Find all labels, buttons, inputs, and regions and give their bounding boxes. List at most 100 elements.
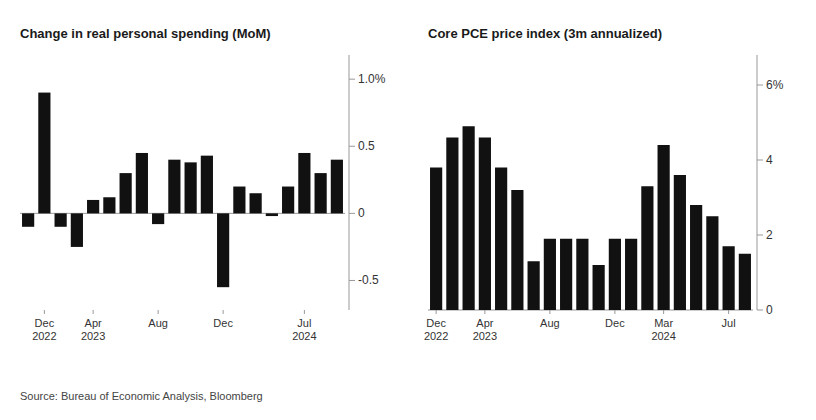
y-tick-label: 4 (766, 153, 773, 167)
bar (168, 160, 180, 214)
bar (120, 173, 132, 213)
bar (560, 239, 572, 310)
baseline (20, 213, 345, 214)
bar (331, 160, 343, 214)
bar (315, 173, 327, 213)
bar (87, 200, 99, 213)
y-tick (757, 85, 763, 86)
y-tick (757, 235, 763, 236)
baseline (428, 310, 753, 311)
bar (576, 239, 588, 310)
y-tick-label: 0 (766, 303, 773, 317)
x-tick-label-line: Dec (605, 317, 625, 329)
x-tick-label: Aug (540, 317, 560, 329)
bar (217, 213, 229, 287)
y-axis-line (349, 55, 350, 310)
x-tick (663, 310, 664, 314)
bar (103, 197, 115, 213)
bar (446, 138, 458, 311)
x-tick-label: Jul2024 (292, 317, 316, 342)
x-tick-label-line: Jul (297, 317, 311, 329)
bar (71, 213, 83, 247)
x-tick (158, 310, 159, 314)
bar (136, 153, 148, 213)
x-tick (549, 310, 550, 314)
y-tick (757, 310, 763, 311)
x-tick-label-line: 2023 (81, 330, 105, 342)
x-tick-label: Apr2023 (81, 317, 105, 342)
y-axis-line (757, 55, 758, 310)
bar (544, 239, 556, 310)
x-tick (614, 310, 615, 314)
x-tick-label: Dec2022 (32, 317, 56, 342)
y-tick-label: 0.5 (358, 139, 375, 153)
y-tick-label: 0 (358, 206, 365, 220)
bar (674, 175, 686, 310)
bar (298, 153, 310, 213)
bar (706, 216, 718, 310)
bars (430, 126, 751, 310)
bar (739, 254, 751, 310)
x-tick-label: Dec (213, 317, 233, 329)
x-tick-label-line: 2023 (473, 330, 497, 342)
chart-title: Core PCE price index (3m annualized) (428, 26, 662, 41)
x-tick (223, 310, 224, 314)
y-tick (757, 160, 763, 161)
source-note: Source: Bureau of Economic Analysis, Blo… (20, 390, 263, 402)
bar (641, 186, 653, 310)
chart-title: Change in real personal spending (MoM) (20, 26, 271, 41)
bar (185, 162, 197, 213)
x-tick-label-line: 2022 (32, 330, 56, 342)
chart-canvas: Change in real personal spending (MoM) -0… (0, 0, 816, 420)
bar (201, 156, 213, 214)
bar (430, 168, 442, 311)
x-tick-label: Dec2022 (424, 317, 448, 342)
x-tick (44, 310, 45, 314)
y-tick (349, 146, 355, 147)
y-tick-label: 2 (766, 228, 773, 242)
bar (528, 261, 540, 310)
y-tick (349, 79, 355, 80)
x-tick-label-line: 2022 (424, 330, 448, 342)
x-tick (304, 310, 305, 314)
x-tick-label-line: Aug (540, 317, 560, 329)
x-tick-label-line: Dec (35, 317, 55, 329)
bar (22, 213, 34, 226)
x-tick-label-line: Aug (148, 317, 168, 329)
y-tick (349, 280, 355, 281)
bar (511, 190, 523, 310)
bars (22, 93, 343, 288)
y-tick-label: 6% (766, 78, 784, 92)
bar (625, 239, 637, 310)
bar (233, 187, 245, 214)
x-tick-label: Dec (605, 317, 625, 329)
y-tick-label: 1.0% (358, 72, 386, 86)
bar (38, 93, 50, 214)
x-tick (484, 310, 485, 314)
bar (479, 138, 491, 311)
bar (152, 213, 164, 224)
x-tick-label: Jul (722, 317, 736, 329)
x-tick-label-line: Jul (722, 317, 736, 329)
bar (593, 265, 605, 310)
x-tick-label-line: Dec (426, 317, 446, 329)
bar (690, 205, 702, 310)
x-tick-label: Apr2023 (473, 317, 497, 342)
x-tick-label: Aug (148, 317, 168, 329)
bar (495, 168, 507, 311)
x-tick-label-line: 2024 (651, 330, 675, 342)
x-tick-label-line: Apr (476, 317, 493, 329)
y-tick-label: -0.5 (358, 273, 379, 287)
x-tick-label: Mar2024 (651, 317, 675, 342)
bar (55, 213, 67, 226)
panel: Change in real personal spending (MoM) -0… (20, 26, 386, 342)
x-tick-label-line: Mar (654, 317, 673, 329)
x-tick-label-line: Apr (85, 317, 102, 329)
x-tick-label-line: Dec (213, 317, 233, 329)
x-tick (436, 310, 437, 314)
bar (658, 145, 670, 310)
bar (250, 193, 262, 213)
bar (463, 126, 475, 310)
x-tick-label-line: 2024 (292, 330, 316, 342)
bar (609, 239, 621, 310)
